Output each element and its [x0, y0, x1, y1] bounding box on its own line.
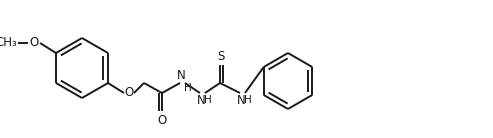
Text: H: H [204, 95, 212, 105]
Text: O: O [30, 36, 38, 50]
Text: N: N [197, 94, 206, 107]
Text: N: N [176, 69, 185, 82]
Text: H: H [244, 95, 252, 105]
Text: O: O [124, 87, 134, 99]
Text: S: S [217, 50, 225, 63]
Text: CH₃: CH₃ [0, 36, 17, 50]
Text: H: H [184, 83, 192, 93]
Text: N: N [237, 94, 246, 107]
Text: O: O [157, 113, 167, 127]
